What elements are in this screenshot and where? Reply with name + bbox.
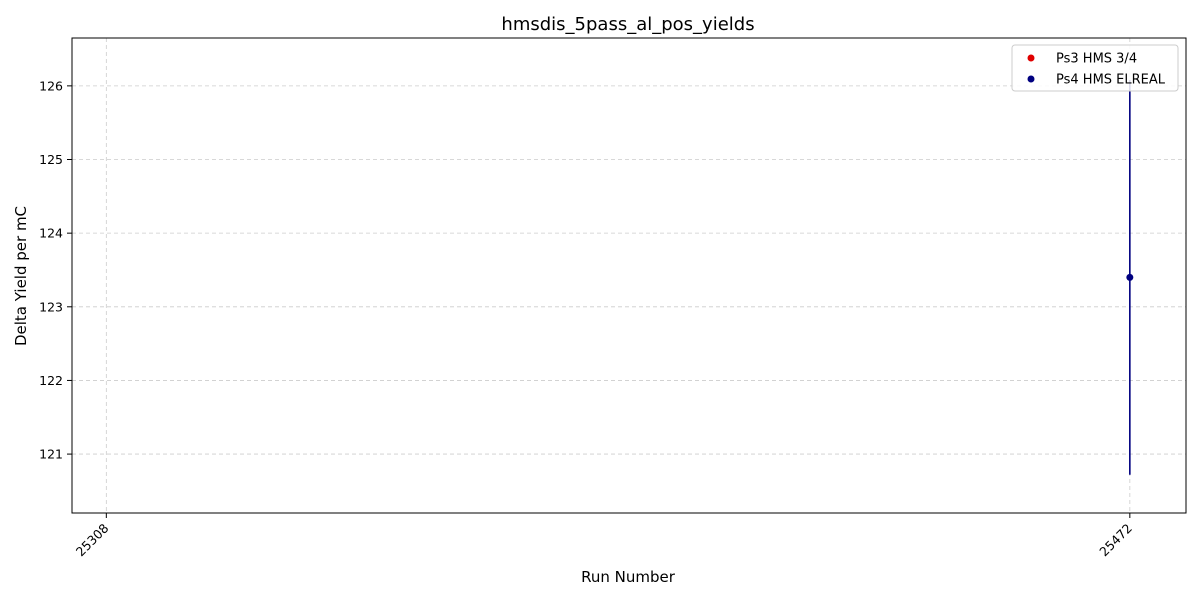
x-tick-label: 25472	[1096, 521, 1135, 560]
y-tick-label: 121	[39, 447, 63, 462]
y-tick-label: 124	[39, 226, 63, 241]
legend-frame	[1011, 44, 1179, 92]
plot-area	[71, 37, 1187, 514]
x-axis: 25308 25472	[73, 513, 1135, 559]
y-tick-label: 126	[39, 78, 63, 93]
y-axis-label: Delta Yield per mC	[12, 206, 30, 346]
x-tick-label: 25308	[73, 520, 112, 559]
legend-label: Ps3 HMS 3/4	[1056, 52, 1137, 67]
x-axis-label: Run Number	[581, 568, 676, 586]
y-tick-label: 122	[39, 373, 63, 388]
y-tick-label: 125	[39, 152, 63, 167]
series-layer	[1126, 79, 1134, 475]
legend-label: Ps4 HMS ELREAL	[1056, 73, 1166, 88]
chart-title: hmsdis_5pass_al_pos_yields	[501, 14, 754, 35]
legend-marker	[1027, 75, 1035, 83]
legend: Ps3 HMS 3/4 Ps4 HMS ELREAL	[1011, 44, 1179, 92]
data-point	[1126, 273, 1134, 281]
grid	[72, 38, 1186, 513]
y-axis: 121 122 123 124 125 126	[39, 78, 72, 462]
legend-marker	[1027, 54, 1035, 62]
y-tick-label: 123	[39, 299, 63, 314]
